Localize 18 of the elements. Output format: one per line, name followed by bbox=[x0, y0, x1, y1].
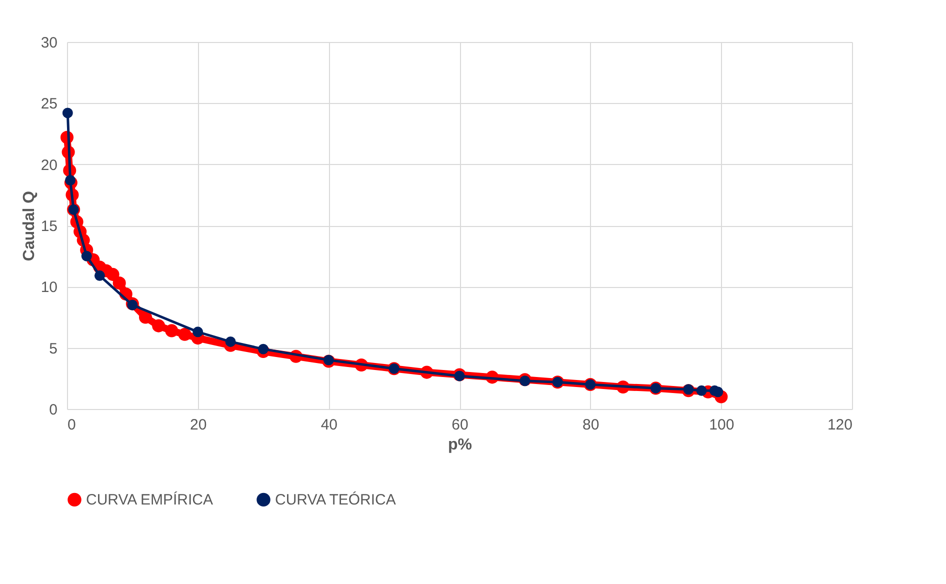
y-axis-title: Caudal Q bbox=[20, 190, 38, 262]
x-tick-label: 20 bbox=[190, 416, 207, 434]
x-axis-title: p% bbox=[448, 436, 472, 454]
y-tick-label: 20 bbox=[40, 156, 58, 174]
x-tick-label: 100 bbox=[709, 416, 734, 434]
x-tick-label: 80 bbox=[582, 416, 600, 434]
y-tick-label: 10 bbox=[40, 279, 58, 296]
y-tick-label: 15 bbox=[40, 218, 58, 235]
y-tick-label: 5 bbox=[49, 340, 58, 358]
legend-label: CURVA TEÓRICA bbox=[275, 490, 396, 509]
x-tick-label: 120 bbox=[827, 416, 852, 434]
y-tick-label: 30 bbox=[40, 34, 58, 52]
y-tick-label: 25 bbox=[40, 96, 58, 113]
legend-label: CURVA EMPÍRICA bbox=[86, 490, 213, 509]
x-tick-label: 0 bbox=[68, 416, 76, 434]
y-tick-label: 0 bbox=[49, 402, 58, 418]
x-tick-label: 60 bbox=[452, 416, 468, 434]
x-tick-label: 40 bbox=[320, 416, 338, 434]
